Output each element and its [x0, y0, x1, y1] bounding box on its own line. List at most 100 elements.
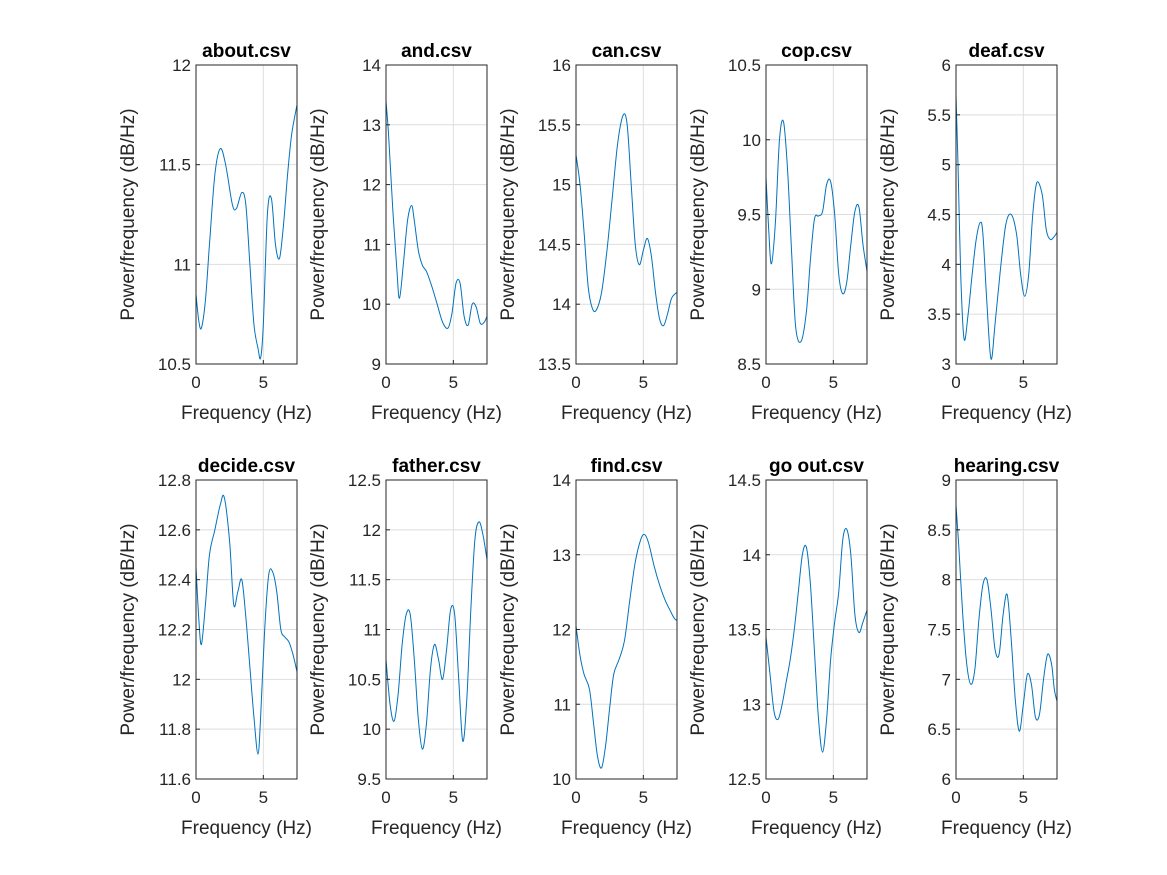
subplot-2: 0 5 13.5 14 14.5 15 15.5 16 can.csv Frequency (Hz…	[498, 41, 692, 424]
y-axis-label: Power/frequency (dB/Hz)	[688, 108, 709, 320]
x-axis-label: Frequency (Hz)	[561, 403, 692, 424]
y-tick-label: 12.8	[158, 471, 191, 490]
y-tick-label: 12	[362, 521, 381, 540]
y-tick-label: 11	[363, 235, 381, 254]
y-tick-label: 8.5	[737, 355, 761, 374]
x-tick-label: 0	[761, 788, 770, 807]
y-tick-label: 13	[552, 546, 571, 565]
x-tick-label: 0	[191, 788, 200, 807]
psd-series-line	[576, 533, 677, 769]
y-tick-label: 15.5	[538, 116, 571, 135]
y-tick-label: 12.2	[158, 621, 191, 640]
subplot-title: deaf.csv	[968, 41, 1044, 62]
x-tick-label: 5	[259, 788, 268, 807]
y-tick-label: 4.5	[927, 206, 951, 225]
subplot-6: 0 5 9.5 10 10.5 11 11.5 12 12.5 father.csv Frequen…	[308, 456, 502, 839]
y-tick-label: 13	[362, 116, 381, 135]
plot-area	[576, 65, 677, 364]
x-tick-label: 5	[639, 373, 648, 392]
y-tick-label: 14.5	[728, 471, 761, 490]
y-tick-label: 11	[553, 695, 571, 714]
y-axis-label: Power/frequency (dB/Hz)	[118, 108, 139, 320]
y-tick-label: 6	[942, 770, 951, 789]
y-tick-label: 10.5	[348, 670, 381, 689]
y-tick-label: 6.5	[927, 720, 951, 739]
y-axis-label: Power/frequency (dB/Hz)	[308, 523, 329, 735]
y-tick-label: 9	[372, 355, 381, 374]
subplot-0: 0 5 10.5 11 11.5 12 about.csv Frequency (Hz) Pow…	[118, 41, 312, 424]
x-axis-label: Frequency (Hz)	[941, 403, 1072, 424]
x-tick-label: 0	[951, 788, 960, 807]
x-tick-label: 5	[829, 373, 838, 392]
y-tick-label: 3	[942, 355, 951, 374]
axes-box	[195, 64, 298, 365]
subplot-3: 0 5 8.5 9 9.5 10 10.5 cop.csv Frequency (Hz) Powe…	[688, 41, 882, 424]
psd-series-line	[766, 527, 867, 753]
y-tick-label: 9	[942, 471, 951, 490]
x-tick-label: 5	[639, 788, 648, 807]
y-tick-label: 10	[362, 295, 381, 314]
subplot-title: cop.csv	[781, 41, 852, 62]
x-axis-label: Frequency (Hz)	[181, 818, 312, 839]
y-tick-label: 14	[552, 295, 571, 314]
y-tick-label: 12.5	[728, 770, 761, 789]
y-axis-label: Power/frequency (dB/Hz)	[878, 523, 899, 735]
x-tick-label: 0	[381, 788, 390, 807]
x-axis-label: Frequency (Hz)	[751, 403, 882, 424]
y-tick-label: 16	[552, 56, 571, 75]
y-tick-label: 4	[942, 255, 951, 274]
y-tick-label: 9	[752, 280, 761, 299]
y-tick-label: 13.5	[728, 621, 761, 640]
x-tick-label: 0	[191, 373, 200, 392]
subplot-title: and.csv	[401, 41, 472, 62]
subplot-8: 0 5 12.5 13 13.5 14 14.5 go out.csv Frequency (H…	[688, 456, 882, 839]
y-tick-label: 11.5	[159, 156, 191, 175]
y-tick-label: 14.5	[538, 235, 571, 254]
subplot-4: 0 5 3 3.5 4 4.5 5 5.5 6 deaf.csv Frequency (Hz) Pow…	[878, 41, 1072, 424]
plot-area	[386, 65, 487, 364]
x-axis-label: Frequency (Hz)	[561, 818, 692, 839]
x-tick-label: 5	[1019, 788, 1028, 807]
subplot-title: can.csv	[592, 41, 662, 62]
y-tick-label: 12.6	[158, 521, 191, 540]
y-tick-label: 13.5	[538, 355, 571, 374]
axes-box	[385, 64, 488, 365]
x-tick-label: 0	[571, 788, 580, 807]
x-axis-label: Frequency (Hz)	[941, 818, 1072, 839]
subplot-title: find.csv	[591, 456, 663, 477]
psd-series-line	[196, 104, 297, 360]
y-tick-label: 9.5	[357, 770, 381, 789]
psd-series-line	[956, 94, 1057, 360]
x-axis-label: Frequency (Hz)	[751, 818, 882, 839]
y-tick-label: 7.5	[927, 621, 951, 640]
x-tick-label: 0	[761, 373, 770, 392]
psd-series-line	[766, 119, 867, 343]
y-tick-label: 13	[742, 695, 761, 714]
y-tick-label: 11.5	[349, 571, 381, 590]
x-tick-label: 5	[829, 788, 838, 807]
y-tick-label: 8.5	[927, 521, 951, 540]
subplot-5: 0 5 11.6 11.8 12 12.2 12.4 12.6 12.8 decide.csv Fr…	[118, 456, 312, 839]
y-tick-label: 10	[552, 770, 571, 789]
y-axis-label: Power/frequency (dB/Hz)	[498, 523, 519, 735]
y-axis-label: Power/frequency (dB/Hz)	[308, 108, 329, 320]
subplot-1: 0 5 9 10 11 12 13 14 and.csv Frequency (Hz) Power/…	[308, 41, 502, 424]
psd-series-line	[386, 521, 487, 750]
x-tick-label: 0	[951, 373, 960, 392]
x-tick-label: 0	[381, 373, 390, 392]
subplot-title: about.csv	[202, 41, 291, 62]
psd-series-line	[196, 494, 297, 755]
x-axis-label: Frequency (Hz)	[181, 403, 312, 424]
y-tick-label: 10	[362, 720, 381, 739]
x-tick-label: 5	[449, 373, 458, 392]
y-tick-label: 12.5	[348, 471, 381, 490]
subplot-title: go out.csv	[769, 456, 864, 477]
x-tick-label: 5	[1019, 373, 1028, 392]
y-tick-label: 14	[552, 471, 571, 490]
y-tick-label: 10.5	[728, 56, 761, 75]
y-tick-label: 7	[942, 670, 951, 689]
y-tick-label: 12	[362, 176, 381, 195]
psd-series-line	[956, 504, 1057, 732]
y-tick-label: 10	[742, 131, 761, 150]
